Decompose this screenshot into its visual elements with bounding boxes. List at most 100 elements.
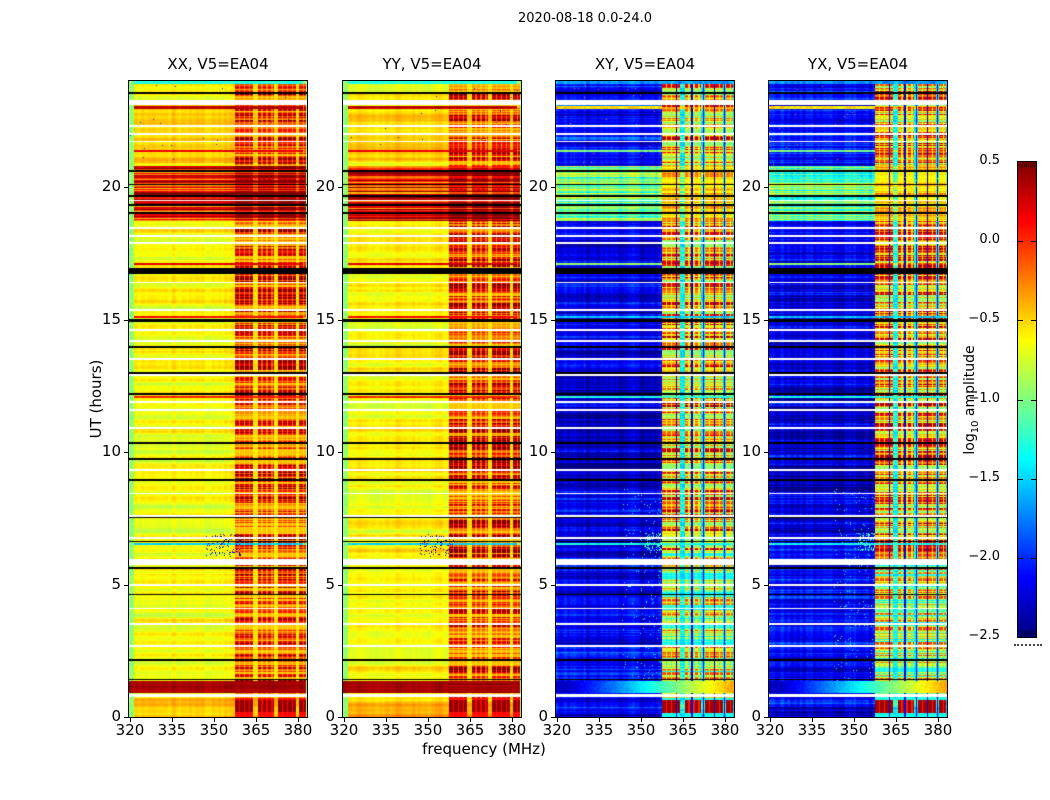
y-tick-mark — [764, 187, 768, 188]
colorbar-tick-label: 0.0 — [979, 232, 1000, 247]
colorbar-tick-label: −2.0 — [968, 549, 1000, 564]
x-axis-label: frequency (MHz) — [422, 740, 546, 758]
y-tick-mark — [338, 452, 342, 453]
y-tick-label: 20 — [315, 177, 335, 195]
colorbar-label-prefix: log — [962, 433, 978, 455]
colorbar-tick-mark — [1031, 241, 1036, 242]
x-tick-label: 335 — [584, 721, 614, 739]
heatmap-canvas-xy — [556, 81, 734, 717]
colorbar-tick-label: 0.5 — [979, 153, 1000, 168]
panel-title-xx: XX, V5=EA04 — [167, 55, 269, 73]
y-tick-mark — [124, 585, 128, 586]
y-axis-label: UT (hours) — [87, 359, 105, 439]
colorbar-label-suffix: amplitude — [962, 345, 978, 421]
heatmap-panel-xx — [128, 80, 308, 718]
y-tick-label: 5 — [325, 575, 335, 593]
x-tick-label: 320 — [329, 721, 359, 739]
x-tick-mark — [130, 718, 131, 722]
y-tick-label: 5 — [751, 575, 761, 593]
y-tick-mark — [338, 717, 342, 718]
colorbar-tick-mark — [1018, 558, 1023, 559]
x-tick-label: 380 — [497, 721, 527, 739]
y-tick-label: 15 — [101, 310, 121, 328]
x-tick-mark — [470, 718, 471, 722]
x-tick-mark — [557, 718, 558, 722]
x-tick-label: 365 — [668, 721, 698, 739]
x-tick-mark — [599, 718, 600, 722]
y-tick-mark — [338, 320, 342, 321]
y-tick-label: 10 — [315, 442, 335, 460]
x-tick-label: 320 — [115, 721, 145, 739]
heatmap-canvas-yx — [769, 81, 947, 717]
y-tick-label: 0 — [751, 707, 761, 725]
x-tick-mark — [172, 718, 173, 722]
y-tick-mark — [338, 187, 342, 188]
x-tick-mark — [428, 718, 429, 722]
x-tick-mark — [770, 718, 771, 722]
y-tick-mark — [338, 585, 342, 586]
colorbar-label-subscript: 10 — [969, 420, 981, 434]
x-tick-mark — [512, 718, 513, 722]
x-tick-label: 335 — [371, 721, 401, 739]
y-tick-label: 10 — [528, 442, 548, 460]
x-tick-label: 350 — [626, 721, 656, 739]
y-tick-label: 20 — [528, 177, 548, 195]
heatmap-panel-xy — [555, 80, 735, 718]
x-tick-label: 335 — [797, 721, 827, 739]
colorbar-tick-mark — [1018, 320, 1023, 321]
heatmap-canvas-yy — [343, 81, 521, 717]
y-tick-mark — [124, 717, 128, 718]
colorbar-tick-mark — [1018, 241, 1023, 242]
y-tick-mark — [764, 585, 768, 586]
x-tick-mark — [344, 718, 345, 722]
colorbar-tick-mark — [1031, 558, 1036, 559]
x-tick-mark — [812, 718, 813, 722]
x-tick-label: 320 — [755, 721, 785, 739]
y-tick-label: 10 — [101, 442, 121, 460]
x-tick-mark — [854, 718, 855, 722]
y-tick-label: 5 — [538, 575, 548, 593]
y-tick-mark — [551, 452, 555, 453]
colorbar-tick-mark — [1031, 320, 1036, 321]
colorbar — [1017, 161, 1037, 638]
panel-title-yx: YX, V5=EA04 — [807, 55, 909, 73]
x-tick-mark — [725, 718, 726, 722]
x-tick-mark — [938, 718, 939, 722]
x-tick-mark — [298, 718, 299, 722]
y-tick-mark — [551, 187, 555, 188]
colorbar-tick-mark — [1031, 479, 1036, 480]
panel-title-yy: YY, V5=EA04 — [382, 55, 482, 73]
x-tick-label: 335 — [157, 721, 187, 739]
heatmap-panel-yy — [342, 80, 522, 718]
y-tick-label: 0 — [538, 707, 548, 725]
x-tick-mark — [641, 718, 642, 722]
y-tick-label: 20 — [101, 177, 121, 195]
y-tick-label: 0 — [325, 707, 335, 725]
heatmap-panel-yx — [768, 80, 948, 718]
figure-title: 2020-08-18 0.0-24.0 — [518, 11, 652, 26]
x-tick-label: 365 — [455, 721, 485, 739]
y-tick-mark — [124, 452, 128, 453]
colorbar-tick-mark — [1018, 400, 1023, 401]
y-tick-label: 15 — [315, 310, 335, 328]
y-tick-mark — [124, 187, 128, 188]
x-tick-label: 380 — [283, 721, 313, 739]
x-tick-mark — [386, 718, 387, 722]
x-tick-mark — [214, 718, 215, 722]
x-tick-label: 365 — [881, 721, 911, 739]
y-tick-mark — [551, 585, 555, 586]
heatmap-canvas-xx — [129, 81, 307, 717]
x-tick-label: 350 — [839, 721, 869, 739]
colorbar-tick-label: −0.5 — [968, 311, 1000, 326]
y-tick-label: 10 — [741, 442, 761, 460]
y-tick-mark — [124, 320, 128, 321]
y-tick-label: 15 — [741, 310, 761, 328]
x-tick-mark — [683, 718, 684, 722]
y-tick-label: 5 — [111, 575, 121, 593]
x-tick-label: 380 — [923, 721, 953, 739]
colorbar-canvas — [1018, 162, 1036, 637]
colorbar-tick-label: −2.5 — [968, 628, 1000, 643]
y-tick-mark — [764, 320, 768, 321]
y-tick-mark — [551, 717, 555, 718]
